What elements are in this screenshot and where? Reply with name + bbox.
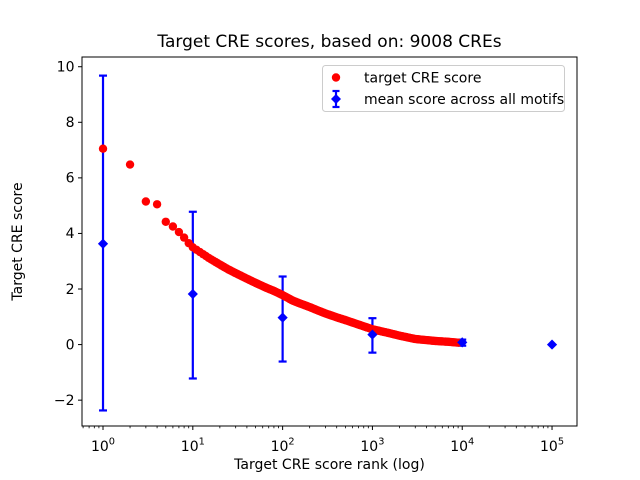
target-score-point bbox=[174, 227, 184, 237]
legend-red-circle-icon bbox=[331, 73, 341, 82]
mean-score-diamond bbox=[457, 337, 468, 348]
target-score-points bbox=[98, 144, 463, 347]
y-tick-label: 2 bbox=[66, 282, 75, 298]
legend-entry-mean-score: mean score across all motifs bbox=[364, 92, 564, 108]
axes: 100 101 102 103 104 105 −2 0 2 4 6 8 10 bbox=[54, 60, 564, 455]
target-score-point bbox=[168, 222, 178, 231]
mean-score-diamond bbox=[367, 329, 378, 340]
x-tick-label: 103 bbox=[360, 437, 384, 456]
x-tick-label: 100 bbox=[91, 437, 115, 456]
y-tick-label: −2 bbox=[54, 393, 75, 409]
target-score-point bbox=[98, 144, 108, 153]
y-tick-label: 4 bbox=[66, 226, 75, 242]
y-axis-label: Target CRE score bbox=[10, 182, 26, 301]
chart-title: Target CRE scores, based on: 9008 CREs bbox=[156, 32, 501, 52]
target-score-point bbox=[152, 200, 162, 209]
x-tick-label: 101 bbox=[181, 437, 205, 456]
y-tick-label: 10 bbox=[57, 60, 75, 76]
y-tick-label: 8 bbox=[66, 115, 75, 131]
target-score-point bbox=[179, 233, 189, 242]
target-score-point bbox=[161, 217, 170, 226]
x-tick-label: 104 bbox=[450, 437, 474, 456]
x-axis-label: Target CRE score rank (log) bbox=[233, 457, 425, 473]
mean-score-diamond bbox=[97, 238, 109, 249]
y-tick-label: 0 bbox=[66, 337, 75, 353]
target-score-point bbox=[141, 197, 151, 206]
mean-score-diamond bbox=[546, 339, 558, 350]
legend-box bbox=[322, 65, 565, 112]
mean-score-diamond bbox=[277, 312, 288, 323]
x-tick-label: 105 bbox=[540, 437, 564, 456]
mean-score-markers bbox=[97, 238, 558, 350]
legend-entry-target-score: target CRE score bbox=[364, 71, 481, 87]
y-tick-label: 6 bbox=[66, 171, 75, 187]
legend-blue-diamond-errorbar-icon bbox=[331, 89, 341, 109]
plot-frame bbox=[81, 56, 578, 427]
x-tick-label: 102 bbox=[271, 437, 295, 456]
target-score-point bbox=[125, 160, 135, 169]
legend: target CRE score mean score across all m… bbox=[322, 65, 565, 112]
mean-score-diamond bbox=[187, 288, 198, 300]
